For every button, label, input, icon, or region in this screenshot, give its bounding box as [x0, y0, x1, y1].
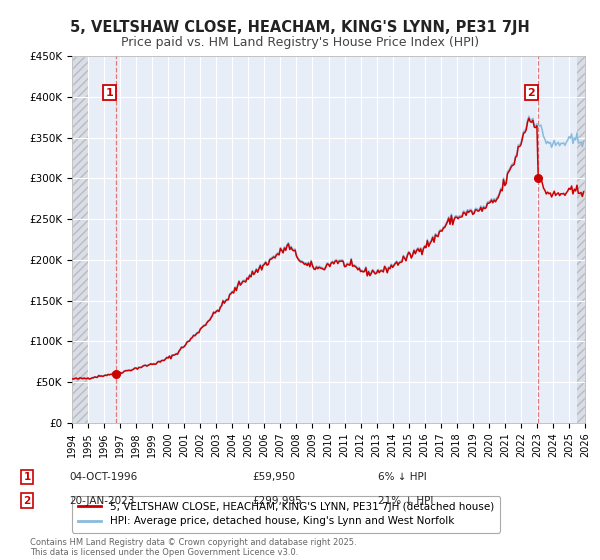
Legend: 5, VELTSHAW CLOSE, HEACHAM, KING'S LYNN, PE31 7JH (detached house), HPI: Average: 5, VELTSHAW CLOSE, HEACHAM, KING'S LYNN,…: [72, 496, 500, 533]
Text: 2: 2: [527, 88, 535, 97]
Text: 5, VELTSHAW CLOSE, HEACHAM, KING'S LYNN, PE31 7JH: 5, VELTSHAW CLOSE, HEACHAM, KING'S LYNN,…: [70, 20, 530, 35]
Bar: [72, 56, 88, 423]
Text: 21% ↓ HPI: 21% ↓ HPI: [378, 496, 433, 506]
Text: 04-OCT-1996: 04-OCT-1996: [69, 472, 137, 482]
Text: Price paid vs. HM Land Registry's House Price Index (HPI): Price paid vs. HM Land Registry's House …: [121, 36, 479, 49]
Text: 20-JAN-2023: 20-JAN-2023: [69, 496, 134, 506]
Text: 1: 1: [23, 472, 31, 482]
Text: 6% ↓ HPI: 6% ↓ HPI: [378, 472, 427, 482]
Text: £299,995: £299,995: [252, 496, 302, 506]
Text: 2: 2: [23, 496, 31, 506]
Bar: [577, 56, 585, 423]
Text: Contains HM Land Registry data © Crown copyright and database right 2025.
This d: Contains HM Land Registry data © Crown c…: [30, 538, 356, 557]
Text: £59,950: £59,950: [252, 472, 295, 482]
Text: 1: 1: [106, 88, 113, 97]
